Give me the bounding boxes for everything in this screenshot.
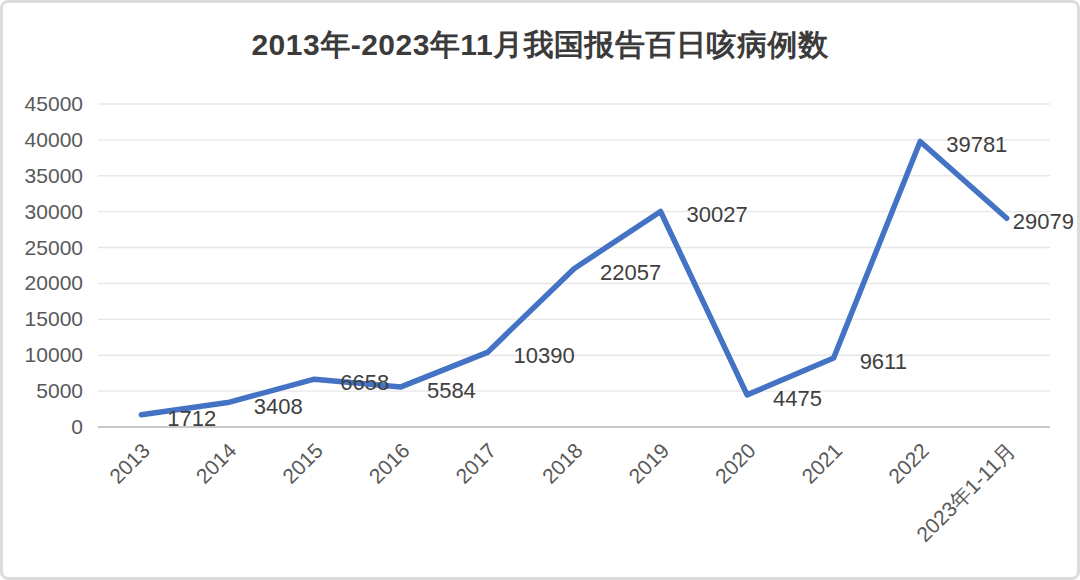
data-label: 9611 [860,349,907,374]
y-axis-tick-label: 45000 [25,92,83,115]
x-axis-tick-label: 2018 [538,439,587,488]
x-axis-tick-label: 2014 [191,438,241,488]
x-axis-tick-label: 2020 [711,439,760,488]
y-axis-tick-label: 25000 [25,236,83,259]
y-axis-tick-label: 20000 [25,271,83,294]
x-axis-tick-label: 2021 [797,439,846,488]
data-label: 4475 [773,386,822,411]
chart-window: 2013年-2023年11月我国报告百日咳病例数 050001000015000… [0,0,1080,580]
data-label: 30027 [687,202,748,227]
data-label: 22057 [600,260,661,285]
data-label: 29079 [1013,209,1074,234]
x-axis-tick-label: 2022 [884,439,933,488]
y-axis-tick-label: 30000 [25,200,83,223]
y-axis-tick-label: 40000 [25,128,83,151]
data-label: 39781 [946,132,1007,157]
y-axis-tick-label: 35000 [25,164,83,187]
data-label: 3408 [254,394,303,419]
y-axis-tick-label: 10000 [25,343,83,366]
x-axis-tick-label: 2016 [364,439,413,488]
y-axis-tick-label: 0 [71,415,83,438]
x-axis-tick-label: 2017 [451,439,500,488]
pertussis-line-chart: 0 5000 10000 15000 20000 25000 30000 35000 40000… [3,3,1080,580]
data-label: 6658 [340,370,389,395]
data-label: 5584 [427,378,476,403]
x-axis-tick-label: 2019 [624,439,673,488]
data-label: 10390 [513,343,574,368]
y-axis-tick-label: 5000 [36,379,83,402]
x-axis-tick-label: 2015 [278,439,327,488]
y-axis-tick-label: 15000 [25,307,83,330]
data-label: 1712 [167,406,216,431]
x-axis-tick-label: 2013 [105,439,154,488]
